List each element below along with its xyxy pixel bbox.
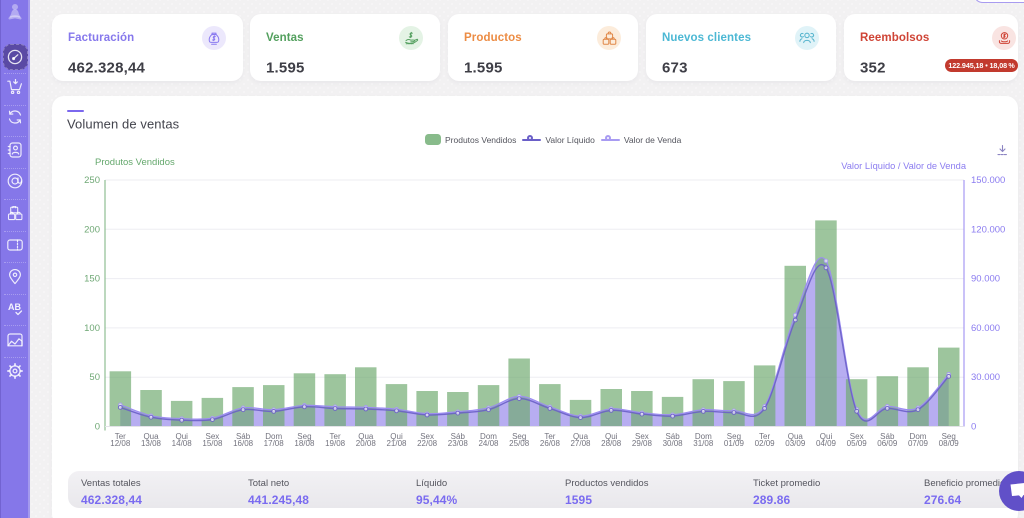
svg-text:Valor Líquido / Valor de Venda: Valor Líquido / Valor de Venda — [841, 161, 967, 171]
svg-text:100: 100 — [84, 323, 100, 334]
svg-text:200: 200 — [84, 224, 100, 235]
svg-text:AB: AB — [8, 302, 21, 312]
svg-text:250: 250 — [84, 175, 100, 186]
svg-text:50: 50 — [89, 372, 100, 383]
svg-text:30.000: 30.000 — [971, 372, 1000, 383]
svg-text:0: 0 — [971, 422, 976, 433]
svg-text:150: 150 — [84, 274, 100, 285]
svg-text:120.000: 120.000 — [971, 224, 1005, 235]
svg-text:Produtos Vendidos: Produtos Vendidos — [95, 157, 175, 168]
svg-text:150.000: 150.000 — [971, 175, 1005, 186]
svg-text:60.000: 60.000 — [971, 323, 1000, 334]
svg-text:90.000: 90.000 — [971, 274, 1000, 285]
svg-text:0: 0 — [95, 422, 100, 433]
